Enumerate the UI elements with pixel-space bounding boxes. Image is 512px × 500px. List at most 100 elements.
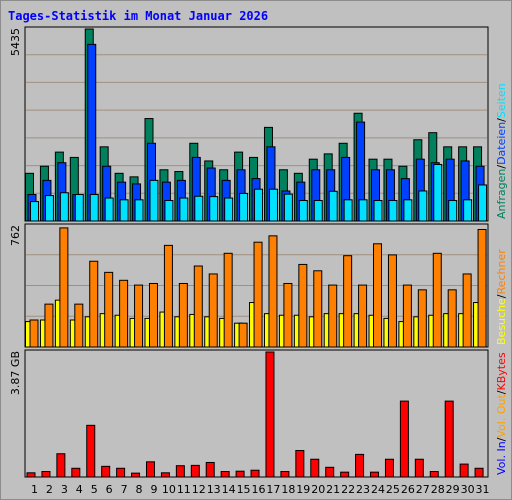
rechner-bar — [208, 273, 218, 348]
chart-title: Tages-Statistik im Monat Januar 2026 — [8, 9, 269, 23]
kbytes-bar — [235, 470, 245, 478]
kbytes-bar — [370, 471, 380, 478]
legend-entry: / — [495, 118, 508, 122]
kbytes-bar — [56, 453, 66, 478]
rechner-bar — [477, 228, 487, 348]
rechner-bar — [74, 303, 84, 348]
day-label: 22 — [341, 483, 355, 496]
seiten-bar — [343, 199, 353, 222]
day-label: 7 — [121, 483, 128, 496]
day-label: 11 — [177, 483, 191, 496]
rechner-bar — [134, 284, 144, 348]
day-label: 14 — [222, 483, 236, 496]
seiten-bar — [239, 192, 249, 222]
kbytes-bar — [459, 463, 469, 478]
legend-entry: Besuche — [495, 298, 508, 345]
kbytes-bar — [384, 458, 394, 478]
day-label: 17 — [266, 483, 280, 496]
seiten-bar — [254, 188, 264, 222]
legend-entry: / — [495, 165, 508, 169]
seiten-bar — [89, 194, 99, 222]
seiten-bar — [164, 200, 174, 222]
rechner-bar — [89, 260, 99, 348]
rechner-bar — [193, 265, 203, 348]
kbytes-bar — [41, 471, 51, 478]
day-label: 9 — [150, 483, 157, 496]
kbytes-bar — [280, 471, 290, 478]
rechner-bar — [29, 319, 39, 348]
kbytes-bar — [325, 466, 335, 478]
seiten-bar — [418, 190, 428, 222]
rechner-bar — [462, 273, 472, 348]
seiten-bar — [388, 200, 398, 222]
rechner-bar — [328, 284, 338, 348]
kbytes-bar — [220, 471, 230, 478]
seiten-bar — [433, 163, 443, 222]
day-label: 1 — [31, 483, 38, 496]
legend-3: Vol. In/Vol. Out/KBytes — [495, 352, 508, 475]
rechner-bar — [402, 284, 412, 348]
day-label: 31 — [476, 483, 490, 496]
day-label: 5 — [91, 483, 98, 496]
seiten-bar — [358, 199, 368, 222]
seiten-bar — [119, 199, 129, 222]
rechner-bar — [283, 282, 293, 348]
rechner-bar — [178, 282, 188, 348]
seiten-bar — [179, 197, 189, 222]
rechner-bar — [417, 289, 427, 348]
day-label: 3 — [61, 483, 68, 496]
day-label: 8 — [136, 483, 143, 496]
day-label: 16 — [252, 483, 266, 496]
rechner-bar — [313, 270, 323, 348]
seiten-bar — [268, 188, 278, 222]
legend-entry: Anfragen — [495, 169, 508, 219]
kbytes-bar — [355, 453, 365, 478]
day-label: 15 — [237, 483, 251, 496]
ymax-label-besuche: 762 — [9, 225, 22, 246]
seiten-bar — [313, 200, 323, 222]
day-label: 23 — [356, 483, 370, 496]
day-label: 28 — [431, 483, 445, 496]
day-label: 26 — [401, 483, 415, 496]
kbytes-bar — [145, 461, 155, 478]
rechner-bar — [298, 263, 308, 348]
kbytes-bar — [86, 424, 96, 478]
ymax-label-kbytes: 3.87 GB — [9, 351, 22, 395]
kbytes-bar — [399, 400, 409, 478]
kbytes-bar — [71, 467, 81, 478]
legend-entry: Vol. In — [495, 441, 508, 475]
seiten-bar — [104, 197, 114, 222]
rechner-bar — [358, 284, 368, 348]
day-label: 10 — [162, 483, 176, 496]
legend-entry: / — [495, 390, 508, 394]
day-label: 18 — [281, 483, 295, 496]
kbytes-bar — [265, 351, 275, 478]
rechner-bar — [238, 322, 248, 348]
seiten-bar — [134, 199, 144, 222]
legend-1: Anfragen/Dateien/Seiten — [495, 83, 508, 219]
kbytes-bar — [474, 467, 484, 478]
day-label: 21 — [326, 483, 340, 496]
seiten-bar — [194, 195, 204, 222]
legend-2: Besuche/Rechner — [495, 249, 508, 345]
kbytes-bar — [444, 400, 454, 478]
seiten-bar — [30, 201, 39, 222]
day-label: 13 — [207, 483, 221, 496]
rechner-bar — [268, 235, 278, 348]
rechner-bar — [432, 252, 442, 348]
kbytes-bar — [414, 458, 424, 478]
legend-entry: / — [495, 437, 508, 441]
day-label: 4 — [76, 483, 83, 496]
seiten-bar — [463, 199, 473, 222]
legend-entry: KBytes — [495, 352, 508, 390]
seiten-bar — [478, 184, 488, 222]
rechner-bar — [119, 279, 129, 348]
legend-entry: / — [495, 294, 508, 298]
rechner-bar — [253, 241, 263, 348]
day-label: 12 — [192, 483, 206, 496]
day-label: 30 — [461, 483, 475, 496]
seiten-bar — [298, 200, 308, 222]
legend-entry: Rechner — [495, 249, 508, 295]
seiten-bar — [283, 193, 293, 222]
kbytes-bar — [429, 471, 439, 478]
